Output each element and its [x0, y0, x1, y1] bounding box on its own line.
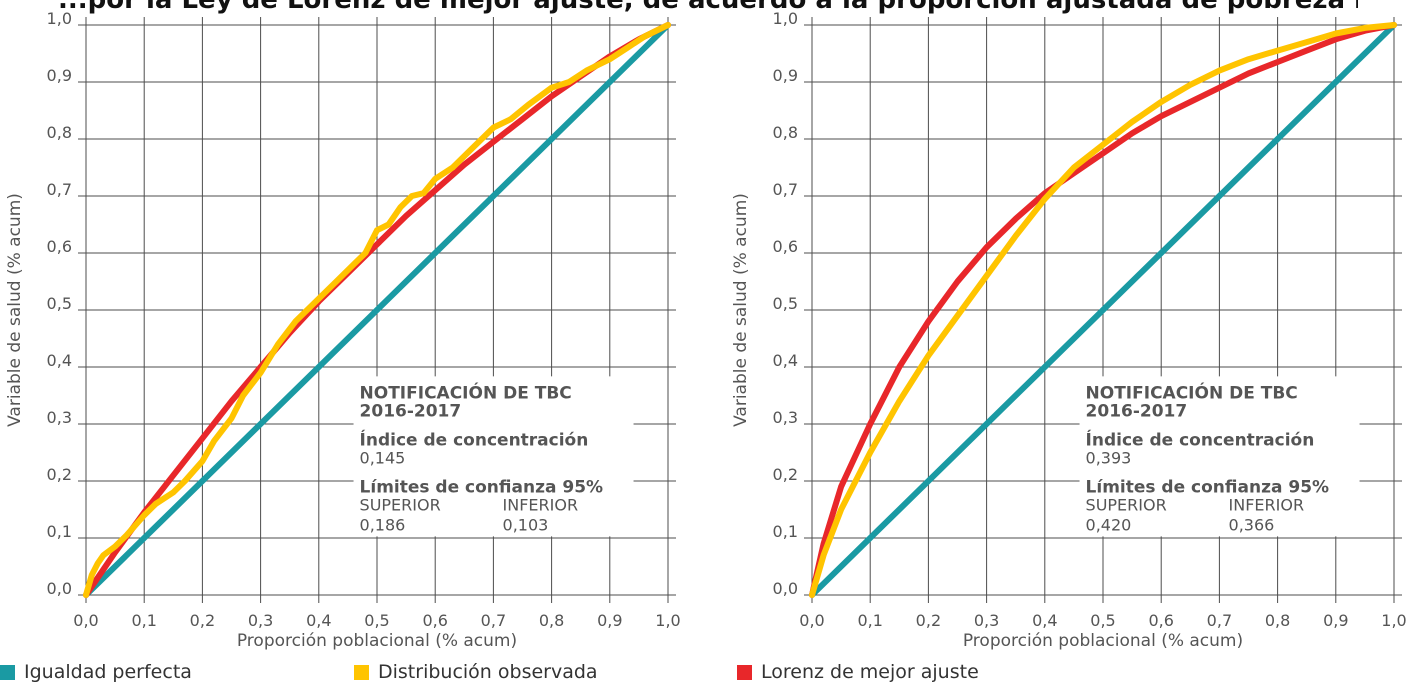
y-tick-label: 0,5 [47, 294, 72, 313]
y-axis-label: Variable de salud (% acum) [731, 193, 751, 427]
x-tick-label: 1,0 [1381, 611, 1406, 630]
x-tick-label: 0,1 [857, 611, 882, 630]
x-tick-label: 0,4 [306, 611, 331, 630]
legend-swatch-perfect [0, 664, 15, 680]
series-lorenz-best-fit [809, 22, 1397, 598]
grid [804, 17, 1402, 603]
y-tick-label: 0,4 [47, 351, 72, 370]
y-tick-label: 1,0 [773, 9, 798, 28]
annotation-ci-label: Límites de confianza 95% [360, 477, 604, 497]
x-tick-label: 0,7 [481, 611, 506, 630]
x-tick-label: 0,1 [131, 611, 156, 630]
x-axis-label: Proporción poblacional (% acum) [963, 631, 1243, 651]
y-tick-label: 0,0 [47, 579, 72, 598]
x-tick-label: 1,0 [655, 611, 680, 630]
annotation-lower-value: 0,103 [503, 515, 549, 534]
series-group [809, 22, 1397, 598]
annotation-lower-value: 0,366 [1229, 515, 1275, 534]
x-tick-label: 0,4 [1032, 611, 1057, 630]
legend-label-lorenz: Lorenz de mejor ajuste [761, 661, 979, 683]
annotation-period: 2016-2017 [1086, 401, 1188, 421]
y-tick-label: 0,0 [773, 579, 798, 598]
annotation-upper-label: SUPERIOR [360, 495, 441, 514]
x-tick-label: 0,8 [1265, 611, 1290, 630]
legend-item-perfect: Igualdad perfecta [0, 662, 192, 682]
y-tick-label: 1,0 [47, 9, 72, 28]
legend-label-observed: Distribución observada [378, 661, 598, 683]
y-tick-label: 0,9 [773, 66, 798, 85]
x-tick-label: 0,5 [1090, 611, 1115, 630]
legend: Igualdad perfecta Distribución observada… [0, 658, 1413, 685]
x-tick-label: 0,9 [1323, 611, 1348, 630]
page-title: ...por la Ley de Lorenz de mejor ajuste,… [58, 0, 1358, 15]
y-tick-label: 0,1 [47, 522, 72, 541]
x-tick-label: 0,7 [1207, 611, 1232, 630]
legend-item-observed: Distribución observada [354, 662, 598, 682]
annotation-upper-value: 0,186 [360, 515, 406, 534]
legend-swatch-observed [354, 664, 369, 680]
annotation-index-value: 0,393 [1086, 448, 1132, 467]
y-tick-label: 0,7 [773, 180, 798, 199]
annotation-title: NOTIFICACIÓN DE TBC [360, 381, 572, 403]
annotation-upper-value: 0,420 [1086, 515, 1132, 534]
annotation-lower-label: INFERIOR [1229, 495, 1305, 514]
series-group [83, 22, 671, 598]
y-tick-label: 0,1 [773, 522, 798, 541]
x-tick-label: 0,0 [73, 611, 98, 630]
y-tick-label: 0,3 [47, 408, 72, 427]
series-observed-distribution [809, 22, 1397, 598]
y-tick-label: 0,8 [47, 123, 72, 142]
annotation-background [1079, 376, 1360, 537]
x-tick-label: 0,5 [364, 611, 389, 630]
chart-left: 0,0 0,1 0,2 0,3 0,4 0,5 0,6 0,7 0,8 0,9 1,00,00,10… [5, 9, 681, 651]
legend-item-lorenz: Lorenz de mejor ajuste [737, 662, 979, 682]
chart-right: 0,0 0,1 0,2 0,3 0,4 0,5 0,6 0,7 0,8 0,9 1,0 0,0 0,1 0… [731, 9, 1407, 651]
series-observed-distribution [83, 22, 671, 598]
x-tick-label: 0,2 [190, 611, 215, 630]
annotation-title: NOTIFICACIÓN DE TBC [1086, 381, 1298, 403]
x-tick-label: 0,6 [422, 611, 447, 630]
y-tick-label: 0,8 [773, 123, 798, 142]
x-tick-label: 0,3 [974, 611, 999, 630]
y-axis-label: Variable de salud (% acum) [5, 193, 25, 427]
annotation-lower-label: INFERIOR [503, 495, 579, 514]
x-tick-label: 0,9 [597, 611, 622, 630]
annotation-index-value: 0,145 [360, 448, 406, 467]
y-tick-label: 0,7 [47, 180, 72, 199]
x-tick-label: 0,2 [916, 611, 941, 630]
annotation-period: 2016-2017 [360, 401, 462, 421]
x-tick-label: 0,8 [539, 611, 564, 630]
y-tick-label: 0,9 [47, 66, 72, 85]
x-tick-label: 0,0 [799, 611, 824, 630]
annotation-ci-label: Límites de confianza 95% [1086, 477, 1330, 497]
y-tick-label: 0,3 [773, 408, 798, 427]
annotation-background [353, 376, 634, 537]
annotation-index-label: Índice de concentración [360, 428, 589, 450]
legend-swatch-lorenz [737, 664, 752, 680]
series-perfect-equality [83, 22, 671, 598]
x-tick-label: 0,6 [1148, 611, 1173, 630]
y-tick-label: 0,2 [773, 465, 798, 484]
x-tick-label: 0,3 [248, 611, 273, 630]
y-tick-label: 0,2 [47, 465, 72, 484]
annotation-index-label: Índice de concentración [1086, 428, 1315, 450]
x-axis-label: Proporción poblacional (% acum) [237, 631, 517, 651]
annotation-upper-label: SUPERIOR [1086, 495, 1167, 514]
y-tick-label: 0,5 [773, 294, 798, 313]
legend-label-perfect: Igualdad perfecta [24, 661, 192, 683]
y-tick-label: 0,6 [47, 237, 72, 256]
y-tick-label: 0,4 [773, 351, 798, 370]
grid [78, 17, 676, 603]
series-perfect-equality [809, 22, 1397, 598]
y-tick-label: 0,6 [773, 237, 798, 256]
